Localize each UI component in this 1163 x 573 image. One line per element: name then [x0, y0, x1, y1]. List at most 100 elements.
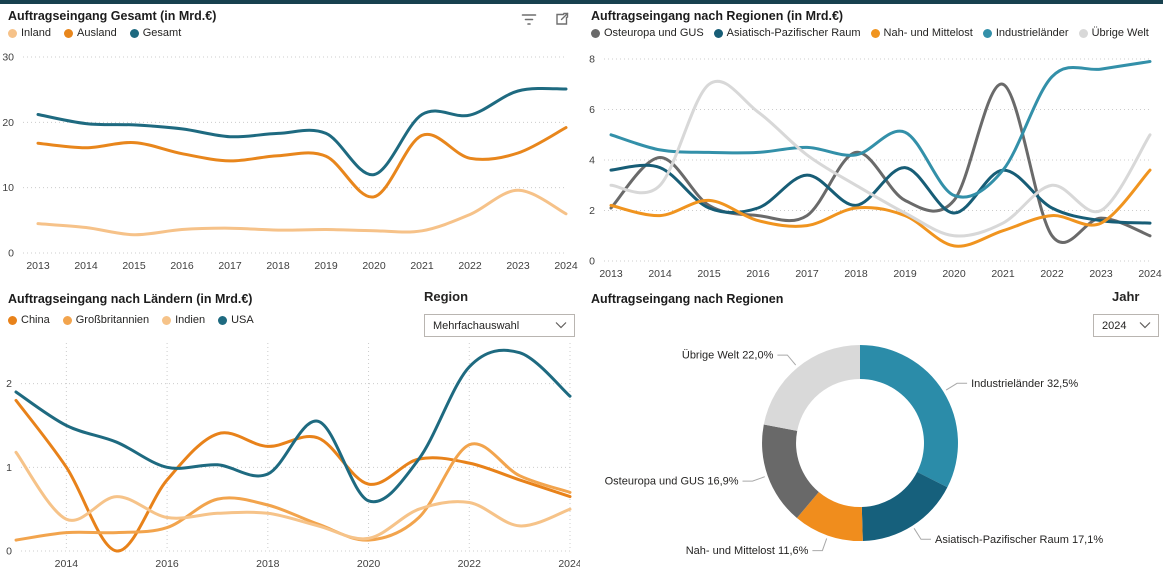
legend-label: Gesamt [142, 27, 182, 39]
region-dropdown[interactable]: Mehrfachauswahl [424, 314, 575, 337]
panel-auftragseingang-gesamt: Auftragseingang Gesamt (in Mrd.€) Inland… [0, 4, 580, 283]
legend-item[interactable]: Ausland [63, 27, 117, 39]
legend: China Großbritannien Indien USA [8, 314, 254, 326]
x-tick-label: 2016 [746, 268, 770, 280]
series-line[interactable] [609, 163, 1152, 225]
jahr-filter-label: Jahr [1112, 289, 1140, 304]
x-tick-label: 2024 [558, 558, 580, 570]
legend-swatch [8, 315, 17, 325]
y-tick-label: 20 [2, 117, 14, 129]
x-tick-label: 2019 [893, 268, 917, 280]
series-line[interactable] [609, 60, 1152, 199]
chevron-down-icon [1139, 320, 1151, 332]
donut-slice[interactable] [861, 471, 948, 541]
legend-label: Inland [21, 27, 51, 39]
x-tick-label: 2023 [506, 260, 530, 272]
legend: Inland Ausland Gesamt [8, 27, 181, 39]
y-tick-label: 1 [6, 462, 12, 474]
x-tick-label: 2014 [74, 260, 98, 272]
series-line[interactable] [14, 348, 572, 504]
legend-swatch [63, 28, 73, 38]
x-tick-label: 2024 [554, 260, 578, 272]
legend-label: Nah- und Mittelost [883, 27, 973, 39]
y-tick-label: 4 [589, 155, 595, 167]
legend-label: Osteuropa und GUS [604, 27, 704, 39]
series-line[interactable] [14, 442, 572, 542]
legend-item[interactable]: Industrieländer [982, 27, 1069, 39]
legend-swatch [870, 28, 880, 38]
x-tick-label: 2015 [122, 260, 146, 272]
legend-item[interactable]: Nah- und Mittelost [870, 27, 973, 39]
legend-item[interactable]: Asiatisch-Pazifischer Raum [713, 27, 861, 39]
x-tick-label: 2016 [155, 558, 179, 570]
legend-label: Übrige Welt [1091, 27, 1149, 39]
legend-item[interactable]: Indien [162, 314, 205, 326]
top-accent-bar [0, 0, 1163, 4]
line-chart-regionen[interactable]: 0 2 4 6 8 2013 2014 2015 2016 2017 2018 2019 2020 202… [583, 46, 1163, 283]
panel-title: Auftragseingang nach Regionen [591, 292, 784, 306]
x-tick-label: 2019 [314, 260, 338, 272]
donut-label: Osteuropa und GUS 16,9% [605, 476, 739, 488]
series-line[interactable] [609, 82, 1152, 245]
donut-slice[interactable] [860, 345, 958, 488]
donut-slice[interactable] [762, 424, 819, 519]
legend-swatch [162, 315, 172, 325]
legend-item[interactable]: Gesamt [129, 27, 182, 39]
y-tick-label: 10 [2, 182, 14, 194]
donut-label: Übrige Welt 22,0% [682, 350, 774, 362]
filter-icon[interactable] [520, 12, 538, 26]
donut-label: Industrieländer 32,5% [971, 378, 1078, 390]
x-tick-label: 2021 [410, 260, 434, 272]
series-line[interactable] [14, 398, 572, 553]
x-tick-label: 2013 [599, 268, 623, 280]
legend-item[interactable]: Übrige Welt [1078, 27, 1149, 39]
x-tick-label: 2014 [55, 558, 79, 570]
legend-swatch [591, 28, 600, 38]
legend-swatch [8, 28, 17, 38]
legend-item[interactable]: Inland [8, 27, 51, 39]
label-leader-line [945, 382, 968, 391]
chevron-down-icon [555, 320, 567, 332]
line-chart-gesamt[interactable]: 0 10 20 30 2013 2014 2015 2016 2017 2018 2019 2020 2… [0, 46, 580, 283]
x-tick-label: 2017 [218, 260, 242, 272]
x-tick-label: 2020 [357, 558, 381, 570]
panel-laender: Auftragseingang nach Ländern (in Mrd.€) … [0, 283, 580, 573]
focus-mode-icon[interactable] [554, 11, 570, 27]
panel-title: Auftragseingang nach Ländern (in Mrd.€) [8, 292, 253, 306]
legend-label: Asiatisch-Pazifischer Raum [726, 27, 861, 39]
legend-label: China [21, 314, 50, 326]
visual-header-icons [520, 11, 570, 27]
legend-label: Ausland [76, 27, 117, 39]
series-line[interactable] [36, 86, 568, 177]
x-tick-label: 2014 [648, 268, 672, 280]
series-line[interactable] [609, 168, 1152, 248]
donut-slice[interactable] [763, 345, 860, 431]
legend-swatch [713, 28, 723, 38]
series-line[interactable] [14, 450, 572, 541]
legend-item[interactable]: Osteuropa und GUS [591, 27, 704, 39]
label-leader-line [777, 354, 797, 366]
y-tick-label: 0 [8, 248, 14, 260]
legend-item[interactable]: China [8, 314, 50, 326]
line-chart-laender[interactable]: 0 1 2 2014 2016 2018 2020 2022 2024 [0, 339, 580, 573]
x-tick-label: 2013 [26, 260, 50, 272]
series-line[interactable] [36, 188, 568, 237]
series-line[interactable] [36, 126, 568, 199]
x-tick-label: 2020 [942, 268, 966, 280]
y-tick-label: 0 [589, 256, 595, 268]
legend-item[interactable]: USA [218, 314, 254, 326]
y-tick-label: 0 [6, 546, 12, 558]
legend-label: Industrieländer [995, 27, 1069, 39]
jahr-dropdown[interactable]: 2024 [1093, 314, 1159, 337]
y-tick-label: 6 [589, 104, 595, 116]
legend-swatch [62, 315, 72, 325]
x-tick-label: 2022 [458, 558, 482, 570]
region-dropdown-value: Mehrfachauswahl [433, 319, 520, 332]
donut-slice[interactable] [796, 492, 863, 542]
series-line[interactable] [609, 79, 1152, 238]
legend-item[interactable]: Großbritannien [62, 314, 149, 326]
y-tick-label: 8 [589, 54, 595, 66]
x-tick-label: 2015 [697, 268, 721, 280]
donut-chart-regionen[interactable]: Industrieländer 32,5% Asiatisch-Pazifisch… [583, 331, 1163, 573]
